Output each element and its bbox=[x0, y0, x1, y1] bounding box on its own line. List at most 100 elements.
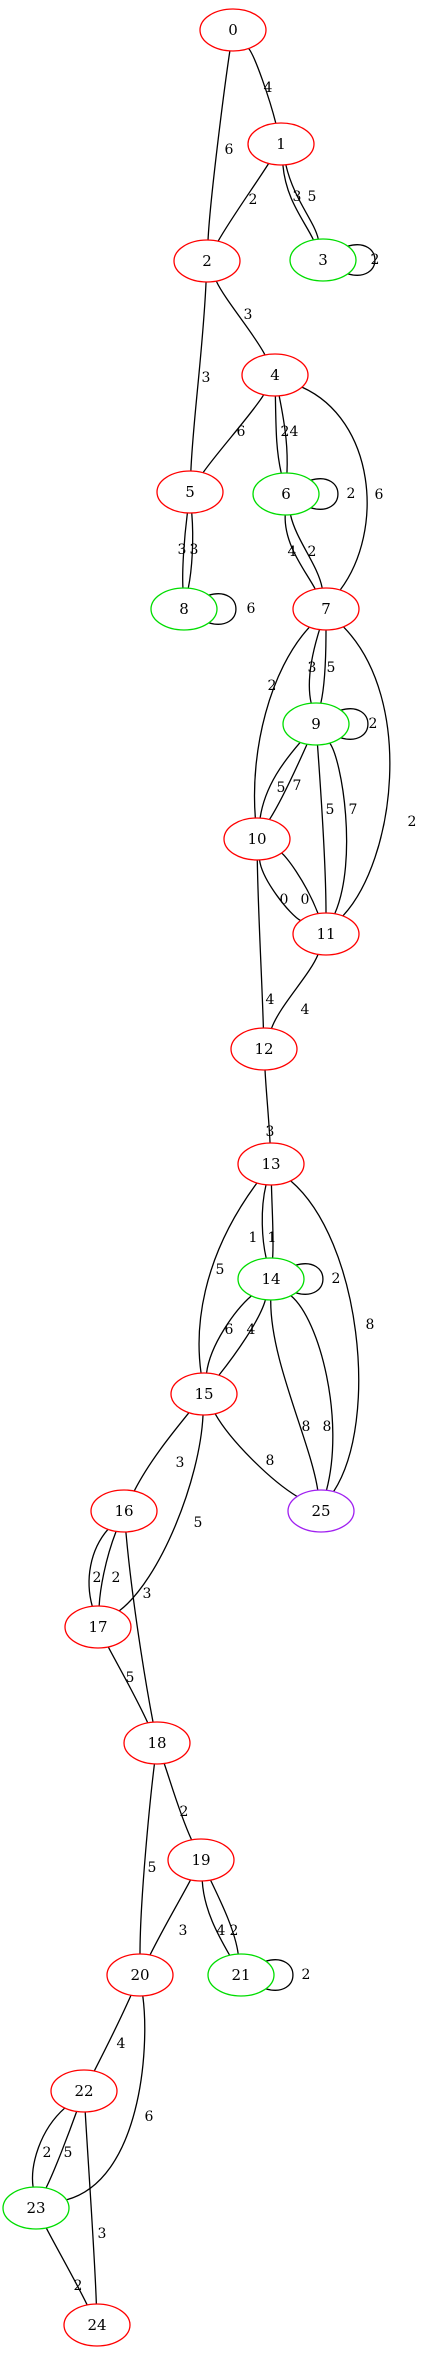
node-label: 3 bbox=[318, 251, 328, 269]
edge-weight-label: 1 bbox=[268, 1230, 277, 1246]
edge-weight-label: 3 bbox=[179, 1923, 188, 1939]
node-11: 11 bbox=[292, 912, 360, 956]
node-label: 19 bbox=[191, 1851, 210, 1869]
edge-18-20 bbox=[139, 1763, 156, 1955]
node-24: 24 bbox=[63, 2303, 131, 2347]
node-label: 14 bbox=[261, 1270, 280, 1288]
node-ellipse bbox=[230, 1027, 298, 1071]
edge-0-1 bbox=[248, 48, 277, 124]
edge-weight-label: 4 bbox=[290, 424, 299, 440]
node-label: 4 bbox=[270, 366, 280, 384]
edge-6-7-1 bbox=[289, 514, 323, 589]
node-ellipse bbox=[2, 2186, 70, 2230]
edge-weight-label: 2 bbox=[93, 1570, 102, 1586]
edge-22-23 bbox=[31, 2107, 66, 2188]
edge-20-23 bbox=[66, 1995, 146, 2201]
edge-weight-label: 4 bbox=[301, 1002, 310, 1018]
edge-weight-label: 2 bbox=[112, 1570, 121, 1586]
node-4: 4 bbox=[241, 353, 309, 397]
edge-7-9-1 bbox=[320, 629, 327, 704]
node-label: 13 bbox=[261, 1155, 280, 1173]
edge-weight-label: 5 bbox=[327, 660, 336, 676]
edge-4-6 bbox=[274, 395, 282, 474]
edge-14-15-1 bbox=[218, 1299, 267, 1376]
edge-weight-label: 3 bbox=[176, 1455, 185, 1471]
edge-19-20 bbox=[149, 1879, 192, 1956]
node-ellipse bbox=[247, 122, 315, 166]
node-label: 0 bbox=[228, 21, 238, 39]
node-ellipse bbox=[237, 1257, 305, 1301]
node-label: 17 bbox=[88, 1618, 107, 1636]
edge-weight-label: 8 bbox=[366, 1317, 375, 1333]
edge-weight-label: 4 bbox=[288, 544, 297, 560]
edge-17-18 bbox=[107, 1646, 149, 1724]
node-20: 20 bbox=[106, 1953, 174, 1997]
node-label: 10 bbox=[247, 830, 266, 848]
edge-4-7 bbox=[301, 386, 368, 591]
edge-weight-label: 8 bbox=[302, 1419, 311, 1435]
edge-weight-label: 2 bbox=[408, 814, 417, 830]
node-label: 15 bbox=[194, 1385, 213, 1403]
edge-weight-label: 2 bbox=[180, 1804, 189, 1820]
node-ellipse bbox=[292, 912, 360, 956]
edge-23-24 bbox=[45, 2227, 88, 2306]
node-label: 18 bbox=[147, 1734, 166, 1752]
node-ellipse bbox=[282, 702, 350, 746]
node-ellipse bbox=[150, 587, 218, 631]
node-ellipse bbox=[199, 8, 267, 52]
node-label: 8 bbox=[179, 600, 189, 618]
edge-19-21 bbox=[201, 1880, 231, 1956]
edge-14-25-1 bbox=[290, 1295, 334, 1491]
edge-9-10-1 bbox=[268, 743, 308, 820]
node-ellipse bbox=[106, 1953, 174, 1997]
edge-9-11-1 bbox=[329, 742, 348, 915]
edge-20-22 bbox=[93, 1994, 132, 2072]
edge-weight-label: 1 bbox=[249, 1230, 258, 1246]
node-23: 23 bbox=[2, 2186, 70, 2230]
edge-10-12 bbox=[256, 859, 265, 1029]
edge-5-8-1 bbox=[187, 512, 194, 589]
node-7: 7 bbox=[292, 587, 360, 631]
node-21: 21 bbox=[207, 1953, 275, 1997]
edge-weight-label: 5 bbox=[148, 1860, 157, 1876]
node-15: 15 bbox=[170, 1372, 238, 1416]
edge-15-25 bbox=[214, 1413, 298, 1498]
edge-3-3 bbox=[347, 244, 376, 276]
edge-5-8 bbox=[182, 512, 189, 589]
node-label: 23 bbox=[26, 2199, 45, 2217]
edge-weight-label: 3 bbox=[178, 542, 187, 558]
edge-weight-label: 3 bbox=[308, 660, 317, 676]
node-ellipse bbox=[156, 470, 224, 514]
edge-weight-label: 4 bbox=[264, 80, 273, 96]
edge-7-9 bbox=[308, 629, 321, 704]
edge-19-21-1 bbox=[209, 1879, 239, 1955]
node-ellipse bbox=[173, 239, 241, 283]
node-ellipse bbox=[237, 1142, 305, 1186]
edge-weight-label: 3 bbox=[266, 1124, 275, 1140]
edge-2-5 bbox=[190, 281, 207, 472]
edge-9-9 bbox=[340, 708, 369, 740]
node-ellipse bbox=[292, 587, 360, 631]
node-label: 9 bbox=[311, 715, 321, 733]
edge-weight-label: 2 bbox=[249, 192, 258, 208]
edge-6-7 bbox=[284, 514, 316, 590]
edge-15-16 bbox=[133, 1412, 190, 1492]
node-ellipse bbox=[170, 1372, 238, 1416]
edge-weight-label: 2 bbox=[332, 1271, 341, 1287]
node-ellipse bbox=[287, 1489, 355, 1533]
edge-weight-label: 3 bbox=[98, 2226, 107, 2242]
edge-weight-label: 4 bbox=[266, 992, 275, 1008]
node-0: 0 bbox=[199, 8, 267, 52]
node-5: 5 bbox=[156, 470, 224, 514]
edge-weight-label: 6 bbox=[375, 487, 384, 503]
edge-12-13 bbox=[264, 1069, 271, 1144]
edge-weight-label: 3 bbox=[190, 542, 199, 558]
node-label: 6 bbox=[281, 485, 291, 503]
edge-2-4 bbox=[215, 280, 266, 356]
node-ellipse bbox=[90, 1489, 158, 1533]
edge-14-25 bbox=[270, 1299, 319, 1491]
node-label: 24 bbox=[87, 2316, 106, 2334]
edge-10-11-1 bbox=[281, 852, 319, 914]
edge-weight-label: 5 bbox=[326, 802, 335, 818]
